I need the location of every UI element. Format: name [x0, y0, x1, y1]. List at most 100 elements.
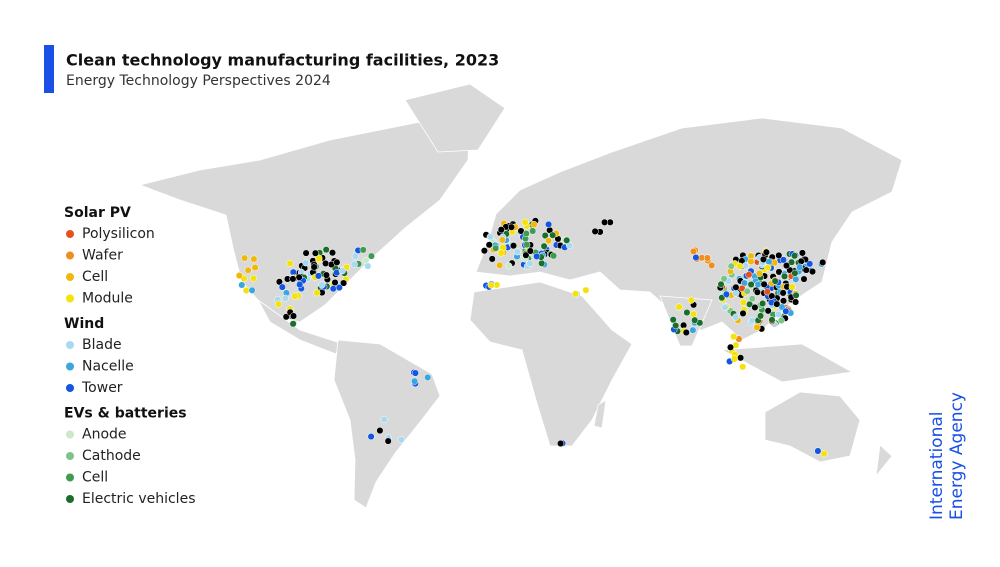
facility-dot — [788, 258, 796, 266]
legend-group-title: Wind — [64, 316, 104, 332]
facility-dot — [802, 266, 810, 274]
logo-line: International — [927, 412, 947, 521]
legend-swatch — [66, 362, 74, 371]
facility-dot — [773, 300, 781, 308]
facility-dot — [251, 263, 259, 272]
facility-dot — [541, 231, 549, 240]
facility-dot — [601, 218, 609, 226]
facility-dot — [819, 258, 827, 266]
facility-dot — [526, 247, 534, 255]
facility-dot — [806, 260, 814, 268]
facility-dot — [737, 354, 745, 362]
facility-dot — [550, 252, 558, 260]
facility-dot — [739, 298, 747, 306]
facility-dot — [322, 259, 330, 267]
facility-dot — [278, 283, 286, 291]
facility-dot — [689, 326, 697, 334]
facility-dot — [732, 283, 740, 291]
facility-dot — [322, 271, 330, 279]
facility-dot — [411, 377, 419, 385]
facility-dot — [486, 233, 494, 241]
facility-dot — [689, 310, 697, 318]
facility-dot — [730, 333, 738, 341]
facility-dot — [311, 249, 319, 257]
facility-dot — [335, 284, 343, 292]
legend-swatch — [66, 251, 74, 260]
facility-dot — [748, 295, 756, 303]
facility-dot — [329, 285, 337, 293]
facility-dot — [545, 220, 553, 228]
facility-dot — [727, 262, 735, 270]
facility-dot — [241, 254, 249, 262]
eurasia — [475, 117, 903, 341]
facility-dot — [281, 294, 289, 302]
central-america — [257, 299, 341, 355]
facility-dot — [314, 272, 322, 280]
facility-dot — [367, 252, 375, 260]
australia — [764, 391, 861, 463]
facility-dot — [549, 231, 557, 239]
facility-dot — [739, 309, 747, 317]
facility-dot — [488, 255, 496, 263]
facility-dot — [780, 272, 789, 280]
facility-dot — [521, 218, 529, 226]
facility-dot — [318, 281, 326, 289]
legend-group-title: Solar PV — [64, 205, 131, 221]
facility-dot — [526, 260, 534, 268]
legend-swatch — [66, 384, 74, 392]
legend-label: Anode — [82, 427, 127, 443]
facility-dot — [798, 249, 806, 257]
facility-dot — [732, 313, 740, 321]
facility-dot — [814, 447, 822, 455]
facility-dot — [497, 226, 505, 234]
facility-dot — [322, 246, 330, 254]
facility-dot — [779, 289, 787, 297]
facility-dot — [289, 312, 298, 320]
facility-dot — [703, 254, 711, 262]
facility-dot — [340, 279, 348, 287]
legend-swatch — [66, 273, 74, 281]
facility-dot — [302, 249, 310, 257]
facility-dot — [282, 313, 290, 321]
facility-dot — [522, 251, 530, 259]
facility-dot — [367, 433, 375, 441]
facility-dot — [291, 292, 299, 300]
iea-logo: International Energy Agency — [927, 392, 967, 520]
facility-dot — [762, 248, 770, 256]
facility-dot — [313, 289, 321, 297]
facility-dot — [748, 316, 756, 325]
facility-dot — [759, 255, 767, 263]
legend-swatch — [66, 473, 74, 482]
legend-swatch — [66, 294, 74, 303]
facility-dot — [753, 288, 761, 296]
facility-dot — [768, 316, 776, 324]
facility-dot — [498, 236, 506, 244]
world-map — [138, 83, 903, 509]
facility-dot — [384, 437, 392, 445]
facility-dot — [380, 415, 388, 424]
facility-dot — [544, 237, 553, 245]
facility-dot — [497, 249, 505, 257]
facility-dot — [764, 264, 772, 272]
facility-dot — [721, 303, 729, 311]
legend-group-title: EVs & batteries — [64, 406, 187, 422]
facility-dot — [820, 450, 828, 458]
facility-dot — [250, 274, 258, 282]
facility-dot — [730, 355, 738, 363]
facility-dot — [302, 259, 310, 267]
legend-label: Cell — [82, 470, 108, 486]
facility-dot — [296, 281, 304, 289]
legend-swatch — [66, 430, 74, 439]
facility-dot — [286, 259, 294, 268]
title: Clean technology manufacturing facilitie… — [66, 51, 499, 70]
facility-dot — [507, 223, 516, 231]
facility-dot — [563, 236, 571, 244]
facility-dot — [782, 307, 790, 315]
facility-dot — [691, 316, 699, 324]
facility-dot — [244, 266, 252, 274]
facility-dot — [496, 261, 504, 269]
facility-dot — [274, 300, 283, 308]
facility-dot — [791, 269, 799, 277]
